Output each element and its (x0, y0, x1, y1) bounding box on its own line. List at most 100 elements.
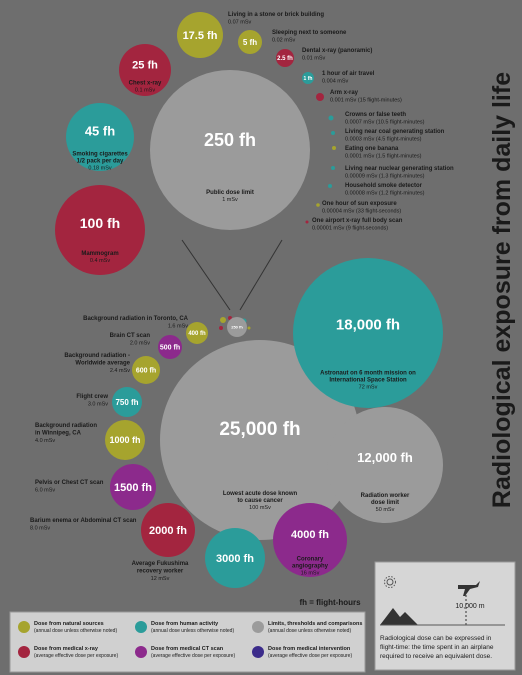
bubble-label: 2000 fh (149, 525, 187, 537)
bubble-caption: 16 mSv (301, 570, 320, 576)
bubble-caption: Household smoke detector (345, 183, 423, 189)
legend-note: (average effective dose per exposure) (151, 653, 235, 659)
bubble-caption: 0.00008 mSv (1.2 flight-minutes) (345, 191, 425, 197)
legend-title: Dose from human activity (151, 621, 219, 627)
bubble-caption: International Space Station (329, 377, 407, 383)
bubble-caption: Living near coal generating station (345, 129, 445, 135)
bubble (273, 503, 347, 577)
bubble-caption: 1 mSv (222, 197, 238, 203)
footnote: fh = flight-hours (299, 598, 361, 607)
bubble-label: 18,000 fh (336, 316, 400, 333)
bubble-caption: Barium enema or Abdominal CT scan (30, 518, 137, 524)
bubble (186, 322, 208, 344)
legend-swatch (252, 646, 264, 658)
bubble-caption: 8.0 mSv (30, 526, 50, 532)
bubble-caption: 100 mSv (249, 505, 271, 511)
zoom-line (239, 239, 283, 311)
bubble-label: 45 fh (85, 123, 115, 138)
bubble-label: 250 fh (204, 130, 256, 150)
bubble-caption: 0.18 mSv (88, 166, 111, 172)
bubble-caption: 0.01 mSv (302, 56, 325, 62)
bubble-caption: 2.0 mSv (130, 341, 150, 347)
bubble (332, 146, 336, 150)
explainer-text: required to receive an equivalent dose. (380, 653, 492, 660)
bubble (327, 407, 443, 523)
mountain-icon (380, 608, 418, 625)
bubble-caption: Brain CT scan (110, 333, 151, 339)
bubble-caption: 0.02 mSv (272, 38, 295, 44)
bubble-caption: 0.00009 mSv (1.3 flight-minutes) (345, 174, 425, 180)
bubble-caption: Smoking cigarettes (72, 152, 128, 158)
bubble (66, 103, 134, 171)
bubble-label: 600 fh (136, 367, 156, 374)
bubble-caption: 12 mSv (151, 576, 170, 582)
bubble-caption: Crowns or false teeth (345, 112, 406, 118)
bubble-caption: angiography (292, 563, 329, 569)
bubble (331, 166, 335, 170)
explainer-text: flight-time: the time spent in an airpla… (380, 644, 494, 651)
bubble-caption: Background radiation (35, 423, 97, 429)
legend-title: Dose from natural sources (34, 621, 104, 627)
bubble-caption: Pelvis or Chest CT scan (35, 480, 104, 486)
bubble-caption: Living near nuclear generating station (345, 166, 454, 172)
bubble (112, 387, 142, 417)
bubble-caption: to cause cancer (237, 498, 283, 504)
bubble-caption: One airport x-ray full body scan (312, 218, 403, 224)
bubble-caption: Worldwide average (75, 361, 130, 367)
bubble (150, 70, 310, 230)
bubble (293, 258, 443, 408)
legend-note: (average effective dose per exposure) (268, 653, 352, 659)
bubble (132, 356, 160, 384)
bubble-caption: 0.4 mSv (90, 258, 110, 264)
bubble-caption: 1/2 pack per day (77, 159, 124, 165)
legend-note: (annual dose unless otherwise noted) (151, 628, 234, 634)
bubble-label: 750 fh (115, 398, 138, 407)
bubble (316, 203, 320, 207)
legend-box (9, 611, 366, 673)
legend-swatch (252, 621, 264, 633)
bubble-caption: Astronaut on 6 month mission on (320, 370, 416, 376)
bubble-caption: 0.0003 mSv (4.5 flight-minutes) (345, 137, 422, 143)
bubble (141, 503, 195, 557)
bubble (328, 115, 334, 121)
bubble-caption: 2.4 mSv (110, 368, 130, 374)
bubble-caption: Chest x-ray (129, 80, 162, 86)
bubble-caption: 0.1 mSv (135, 87, 155, 93)
bubble-caption: Mammogram (81, 251, 118, 257)
bubble-caption: Background radiation - (64, 353, 130, 359)
bubble-caption: 0.00001 mSv (9 flight-seconds) (312, 226, 388, 232)
bubble-caption: Arm x-ray (330, 90, 359, 96)
bubble-caption: 0.07 mSv (228, 20, 251, 26)
bubble-caption: 1.6 mSv (168, 324, 188, 330)
sun-icon (384, 576, 396, 588)
bubble (331, 131, 335, 135)
bubble-caption: 0.00004 mSv (33 flight-seconds) (322, 209, 401, 215)
bubble-caption: Dental x-ray (panoramic) (302, 48, 372, 54)
legend-note: (average effective dose per exposure) (34, 653, 118, 659)
legend-title: Limits, thresholds and comparisons (268, 621, 362, 627)
legend-swatch (18, 646, 30, 658)
bubble-caption: 50 mSv (376, 507, 395, 513)
bubble-caption: 0.001 mSv (15 flight-minutes) (330, 98, 402, 104)
bubble-caption: Lowest acute dose known (223, 491, 298, 497)
zoom-line (181, 239, 231, 311)
legend-swatch (135, 646, 147, 658)
mini-dot (220, 317, 226, 323)
bubble-caption: Background radiation in Toronto, CA (83, 316, 189, 322)
legend-swatch (135, 621, 147, 633)
bubble-caption: 6.0 mSv (35, 488, 55, 494)
bubble-caption: recovery worker (137, 569, 184, 575)
bubble-label: 1500 fh (114, 482, 152, 494)
legend-swatch (18, 621, 30, 633)
mini-dot (247, 326, 251, 330)
bubble (205, 528, 265, 588)
bubble (160, 340, 360, 540)
bubble-caption: Flight crew (76, 394, 108, 400)
bubble (177, 12, 223, 58)
bubble-caption: Living in a stone or brick building (228, 12, 324, 18)
bubble-label: 12,000 fh (357, 450, 413, 465)
legend-title: Dose from medical CT scan (151, 646, 224, 652)
bubble-caption: dose limit (371, 500, 399, 506)
bubble (119, 44, 171, 96)
